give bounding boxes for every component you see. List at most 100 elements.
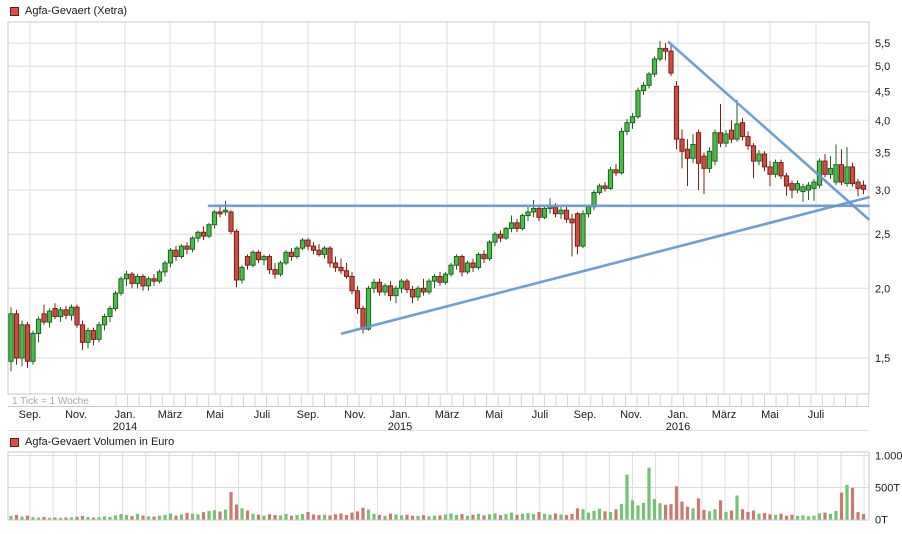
volume-bar bbox=[361, 507, 365, 520]
volume-bar bbox=[75, 516, 79, 520]
candle-body bbox=[596, 185, 603, 193]
candle-body bbox=[651, 58, 658, 75]
volume-bar bbox=[812, 515, 816, 520]
candle-body bbox=[310, 245, 317, 251]
volume-bar bbox=[438, 515, 442, 520]
volume-bar bbox=[256, 514, 261, 520]
volume-bar bbox=[520, 513, 525, 520]
candle-body bbox=[112, 292, 119, 309]
candle-body bbox=[558, 209, 564, 215]
candle-body bbox=[503, 227, 509, 239]
candle-body bbox=[365, 287, 372, 330]
volume-bar bbox=[526, 513, 530, 520]
volume-bar bbox=[245, 510, 250, 520]
candle-body bbox=[13, 313, 20, 359]
candle-body bbox=[761, 153, 768, 168]
candle-body bbox=[679, 138, 685, 152]
volume-bar bbox=[614, 509, 618, 520]
volume-bar bbox=[223, 509, 228, 520]
volume-bar bbox=[306, 511, 310, 520]
price-tick-label: 5,0 bbox=[875, 61, 890, 73]
candle-body bbox=[360, 307, 366, 330]
candle-body bbox=[162, 262, 168, 273]
month-tick-label: März bbox=[158, 409, 182, 421]
candle-body bbox=[486, 241, 493, 260]
volume-bar bbox=[58, 517, 63, 520]
candle-body bbox=[393, 287, 399, 297]
month-tick-label: Mai bbox=[206, 409, 224, 421]
candle-body bbox=[662, 47, 669, 52]
volume-bar bbox=[685, 506, 690, 520]
volume-bar bbox=[493, 513, 497, 520]
candle-body bbox=[316, 249, 322, 255]
volume-bar bbox=[36, 517, 41, 520]
month-tick-label: Sep. bbox=[19, 409, 42, 421]
price-tick-label: 3,0 bbox=[875, 185, 890, 197]
price-plot-frame bbox=[7, 21, 870, 395]
volume-bar bbox=[779, 513, 783, 520]
candle-body bbox=[541, 207, 548, 218]
volume-bar bbox=[372, 513, 376, 520]
volume-bar bbox=[729, 510, 734, 520]
candle-body bbox=[387, 285, 394, 297]
candle-body bbox=[19, 324, 25, 359]
candle-body bbox=[519, 215, 526, 229]
candle-body bbox=[613, 169, 619, 174]
volume-bar bbox=[394, 514, 398, 520]
candle-body bbox=[734, 123, 740, 140]
candle-body bbox=[382, 285, 388, 293]
candle-body bbox=[52, 307, 58, 318]
volume-bar bbox=[663, 504, 668, 520]
month-tick-label: Sep. bbox=[574, 409, 597, 421]
candle-body bbox=[822, 160, 828, 175]
candle-body bbox=[244, 256, 251, 266]
volume-bar bbox=[25, 515, 30, 520]
volume-bar bbox=[647, 467, 651, 520]
volume-bar bbox=[262, 515, 266, 520]
volume-bar bbox=[476, 513, 481, 520]
volume-bar bbox=[817, 513, 822, 520]
volume-bar bbox=[680, 501, 684, 520]
volume-bar bbox=[702, 509, 706, 520]
candle-body bbox=[789, 183, 795, 191]
candle-body bbox=[151, 278, 157, 282]
candle-body bbox=[855, 181, 861, 189]
volume-bar bbox=[696, 498, 701, 520]
volume-bar bbox=[350, 512, 354, 520]
volume-bar bbox=[669, 504, 673, 520]
candle-body bbox=[294, 247, 300, 258]
volume-bar bbox=[80, 515, 85, 520]
candle-body bbox=[563, 209, 570, 220]
volume-bar bbox=[135, 513, 140, 520]
candle-body bbox=[305, 239, 311, 247]
candle-body bbox=[833, 164, 839, 183]
candle-body bbox=[272, 269, 278, 275]
volume-bar bbox=[190, 513, 195, 520]
candle-body bbox=[767, 166, 773, 175]
candle-body bbox=[585, 206, 592, 215]
volume-bar bbox=[163, 514, 167, 520]
year-tick-label: 2014 bbox=[113, 421, 137, 433]
volume-bar bbox=[674, 486, 679, 520]
candle-body bbox=[778, 162, 784, 177]
candle-body bbox=[800, 186, 806, 193]
candle-body bbox=[706, 150, 713, 169]
volume-bar bbox=[641, 502, 646, 520]
candle-body bbox=[189, 237, 196, 250]
candle-body bbox=[35, 318, 42, 334]
candle-body bbox=[838, 164, 845, 183]
candle-body bbox=[514, 222, 520, 229]
volume-bar bbox=[344, 515, 349, 520]
volume-tick-label: 500T bbox=[875, 483, 900, 495]
volume-bar bbox=[625, 474, 629, 520]
candle-body bbox=[756, 153, 762, 162]
month-tick-label: Jan. bbox=[668, 409, 689, 421]
volume-bar bbox=[531, 514, 536, 520]
candle-body bbox=[492, 233, 498, 243]
candle-body bbox=[46, 310, 53, 323]
volume-bar bbox=[146, 516, 151, 520]
volume-bar bbox=[652, 499, 657, 520]
candle-body bbox=[299, 239, 306, 249]
candle-body bbox=[624, 122, 630, 132]
